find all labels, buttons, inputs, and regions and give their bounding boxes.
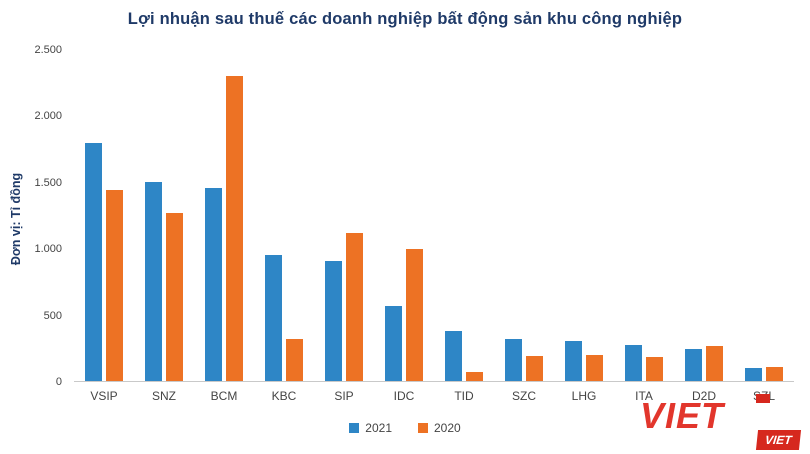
bar-2021-szc xyxy=(505,338,522,381)
bar-2021-snz xyxy=(145,182,162,381)
bar-2021-bcm xyxy=(205,187,222,381)
bar-group-ita xyxy=(625,50,663,381)
viet-logo-flag-icon xyxy=(756,394,770,403)
bar-group-vsip xyxy=(85,50,123,381)
y-tick-label: 500 xyxy=(43,309,62,322)
bar-2021-d2d xyxy=(685,348,702,381)
y-tick-label: 0 xyxy=(55,376,62,388)
bar-2020-idc xyxy=(406,248,423,381)
plot-area xyxy=(74,50,794,382)
bar-2020-tid xyxy=(466,371,483,381)
y-tick-label: 1.000 xyxy=(34,243,62,256)
bar-2021-szl xyxy=(745,367,762,381)
bar-group-szc xyxy=(505,50,543,381)
x-tick-label-kbc: KBC xyxy=(271,389,297,403)
x-tick-label-snz: SNZ xyxy=(152,389,176,403)
bar-group-bcm xyxy=(205,50,243,381)
bar-2021-kbc xyxy=(265,255,282,381)
x-tick-label-d2d: D2D xyxy=(691,389,716,403)
x-tick-label-idc: IDC xyxy=(393,389,415,403)
legend-label-2021: 2021 xyxy=(365,421,392,435)
bar-group-tid xyxy=(445,50,483,381)
bar-2021-tid xyxy=(445,330,462,381)
x-tick-label-lhg: LHG xyxy=(571,389,597,403)
viet-logo: VIET VIET xyxy=(640,394,802,450)
legend-label-2020: 2020 xyxy=(434,421,461,435)
y-tick-label: 2.500 xyxy=(34,44,62,56)
y-tick-label: 1.500 xyxy=(34,176,62,189)
x-axis-labels: VSIPSNZBCMKBCSIPIDCTIDSZCLHGITAD2DSZL xyxy=(74,389,794,403)
bar-2021-vsip xyxy=(85,142,102,381)
bar-group-szl xyxy=(745,50,783,381)
viet-logo-badge: VIET xyxy=(756,430,802,450)
bar-2020-bcm xyxy=(226,76,243,381)
bar-2020-szl xyxy=(766,367,783,381)
bar-2021-sip xyxy=(325,260,342,381)
legend-swatch-2021 xyxy=(349,423,360,433)
bar-2020-kbc xyxy=(286,338,303,381)
x-tick-label-tid: TID xyxy=(454,389,474,403)
bar-2021-lhg xyxy=(565,341,582,381)
y-axis-ticks: 0 500 1.000 1.500 2.000 2.500 xyxy=(0,44,66,388)
x-tick-label-vsip: VSIP xyxy=(90,389,118,403)
legend-item-2020: 2020 xyxy=(418,421,461,435)
x-tick-label-sip: SIP xyxy=(334,389,354,403)
bar-2021-ita xyxy=(625,345,642,381)
legend: 2021 2020 xyxy=(0,421,810,435)
bar-group-lhg xyxy=(565,50,603,381)
viet-logo-text: VIET xyxy=(640,395,725,436)
legend-item-2021: 2021 xyxy=(349,421,392,435)
bar-2020-d2d xyxy=(706,345,723,381)
legend-swatch-2020 xyxy=(418,423,428,433)
bar-2020-vsip xyxy=(106,190,123,381)
bar-2020-snz xyxy=(166,212,183,381)
bar-group-snz xyxy=(145,50,183,381)
bar-group-d2d xyxy=(685,50,723,381)
bar-2020-sip xyxy=(346,232,363,381)
bar-group-sip xyxy=(325,50,363,381)
bar-group-idc xyxy=(385,50,423,381)
bar-2020-ita xyxy=(646,357,663,381)
x-tick-label-ita: ITA xyxy=(635,389,653,403)
y-tick-label: 2.000 xyxy=(34,110,62,123)
x-tick-label-bcm: BCM xyxy=(210,389,238,403)
bar-2020-szc xyxy=(526,355,543,381)
bar-group-kbc xyxy=(265,50,303,381)
x-tick-label-szc: SZC xyxy=(512,389,536,403)
chart-title: Lợi nhuận sau thuế các doanh nghiệp bất … xyxy=(127,10,683,28)
bar-2020-lhg xyxy=(586,354,603,381)
bar-2021-idc xyxy=(385,305,402,381)
